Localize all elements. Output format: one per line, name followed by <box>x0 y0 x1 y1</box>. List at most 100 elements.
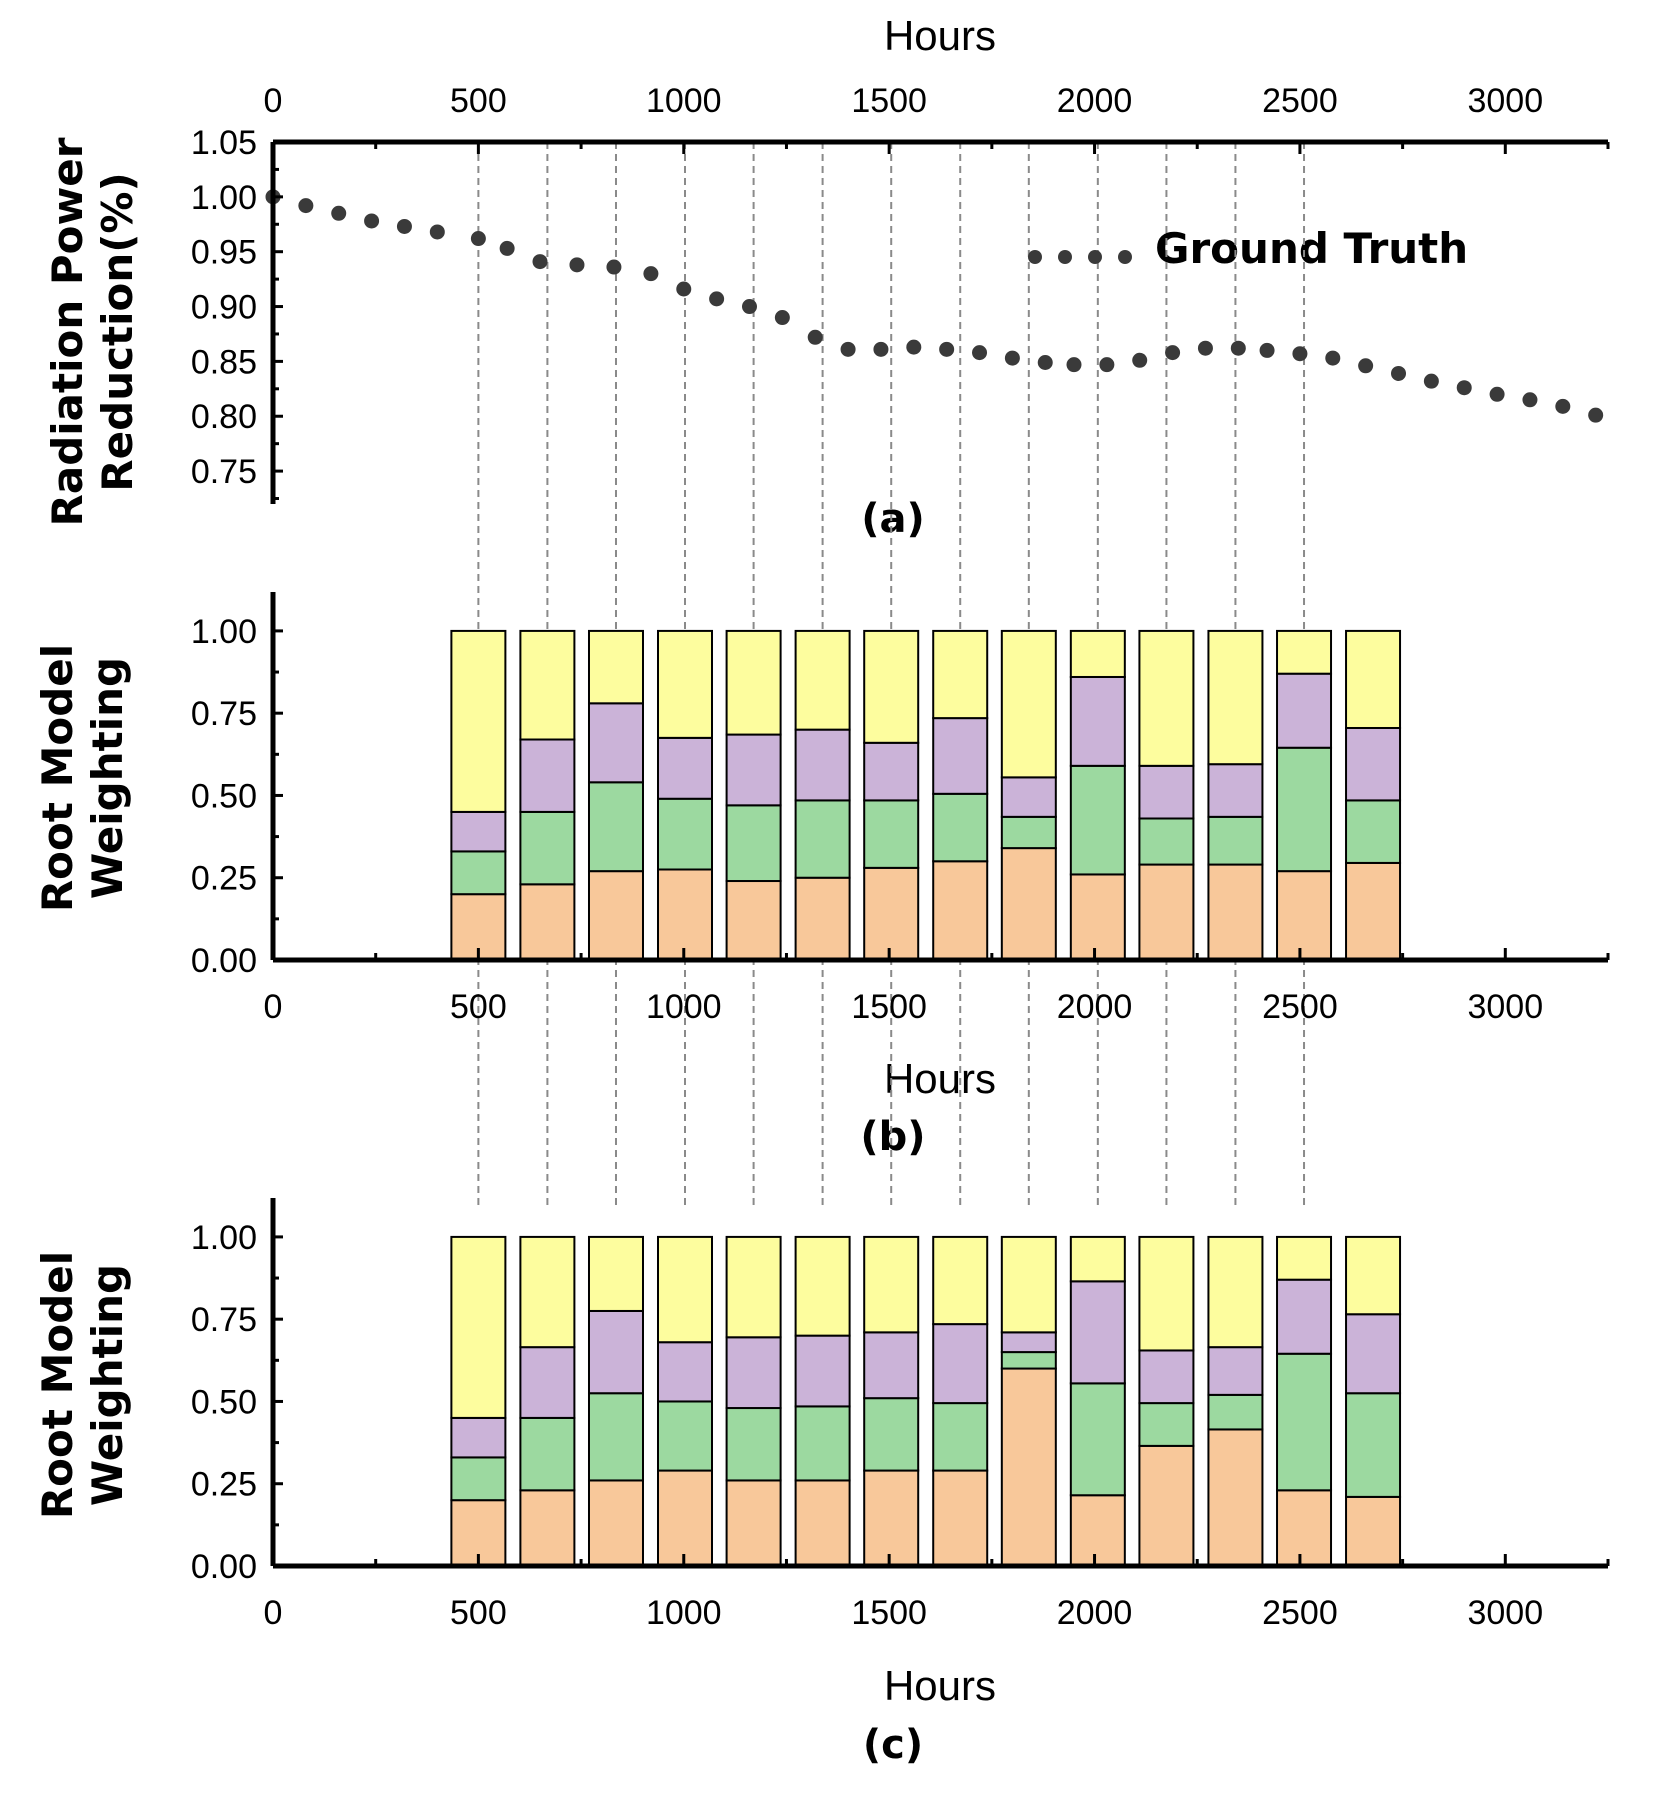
panel-c-bar-segment <box>1207 1428 1264 1567</box>
panel-a-data-point <box>906 339 922 355</box>
panel-b-bar-segment <box>450 850 507 896</box>
panel-c-bar-segment <box>450 1416 507 1459</box>
panel-b-bar-segment <box>450 810 507 853</box>
panel-c-bar-segment <box>794 1235 851 1337</box>
panel-b-bar-segment <box>725 733 782 807</box>
panel-c-bar-segment <box>725 1479 782 1568</box>
panel-b-bar-segment <box>725 880 782 962</box>
panel-b-bar-segment <box>1138 629 1195 767</box>
panel-b-bar-segment <box>794 629 851 731</box>
panel-a-data-point <box>470 231 486 247</box>
panel-b-bar-segment <box>1138 817 1195 866</box>
panel-b-bar-segment <box>519 883 576 961</box>
panel-b-bar-segment <box>932 629 989 720</box>
panel-c-bar-segment <box>863 1235 920 1334</box>
panel-b-bar-segment <box>1276 746 1333 873</box>
legend-marker-ground-truth <box>1028 250 1042 264</box>
panel-b-bar-segment <box>1345 726 1402 802</box>
panel-c-bar-segment <box>932 1402 989 1472</box>
panel-b-y-tick-label: 0.25 <box>191 860 257 898</box>
panel-a-x-tick-label: 3000 <box>1467 82 1543 120</box>
panel-c-bar-segment <box>657 1341 714 1403</box>
panel-b-y-tick-label: 1.00 <box>191 613 257 651</box>
panel-c-bar-segment <box>1000 1367 1057 1567</box>
panel-c-bar-segment <box>519 1489 576 1567</box>
panel-c-x-tick-label: 1500 <box>851 1594 927 1632</box>
panel-b-bar-segment <box>1207 763 1264 818</box>
panel-b-x-tick-label: 3000 <box>1467 988 1543 1026</box>
panel-a-x-tick-label: 2000 <box>1057 82 1133 120</box>
panel-b-bar-segment <box>1207 815 1264 866</box>
panel-b-bar-segment <box>863 799 920 869</box>
panel-b-x-tick-label: 1000 <box>646 988 722 1026</box>
panel-b-bar-segment <box>932 792 989 863</box>
panel-a-data-point <box>1099 357 1115 373</box>
panel-c-y-tick-label: 0.00 <box>191 1548 257 1586</box>
panel-c-bar-segment <box>450 1456 507 1502</box>
panel-b-bar-segment <box>1207 629 1264 766</box>
panel-c-bar-segment <box>657 1469 714 1567</box>
legend-label-ground-truth: Ground Truth <box>1155 224 1468 273</box>
panel-a-data-point <box>429 224 445 240</box>
panel-c-bar-segment <box>863 1331 920 1400</box>
panel-b-bar-segment <box>1276 629 1333 675</box>
panel-c-bar-segment <box>657 1235 714 1344</box>
panel-b-bar-segment <box>1000 815 1057 850</box>
legend-marker-ground-truth <box>1088 250 1102 264</box>
panel-b-bar-segment <box>519 738 576 813</box>
panel-c-bar-segment <box>1276 1235 1333 1281</box>
panel-a-data-point <box>532 254 548 270</box>
panel-b-y-tick-label: 0.75 <box>191 695 257 733</box>
panel-c-bar-segment <box>1345 1235 1402 1316</box>
legend-marker-ground-truth <box>1118 250 1132 264</box>
panel-c-bar-segment <box>725 1407 782 1482</box>
panel-c-bar-segment <box>587 1309 644 1395</box>
panel-c-bar-segment <box>1138 1444 1195 1568</box>
panel-a-y-tick-label: 0.80 <box>191 398 257 436</box>
panel-a-ylabel-line1: Radiation Power <box>43 137 92 526</box>
panel-c-bar-segment <box>1345 1495 1402 1567</box>
panel-b-bar-segment <box>1069 873 1126 961</box>
panel-b-bar-segment <box>657 868 714 961</box>
panel-a-data-point <box>1259 342 1275 358</box>
panel-b-x-tick-label: 1500 <box>851 988 927 1026</box>
panel-c-bar-segment <box>794 1334 851 1408</box>
panel-c-bar-segment <box>1069 1235 1126 1283</box>
panel-c-x-tick-label: 500 <box>450 1594 507 1632</box>
panel-c-bar-segment <box>1138 1235 1195 1352</box>
panel-a-data-point <box>1358 358 1374 374</box>
panel-c-bar-segment <box>794 1479 851 1568</box>
panel-c-bar-segment <box>450 1235 507 1419</box>
panel-c-bar-segment <box>932 1235 989 1326</box>
panel-a-data-point <box>807 329 823 345</box>
panel-b-bar-segment <box>863 866 920 962</box>
panel-a-data-point <box>1037 354 1053 370</box>
panel-c-bar-segment <box>725 1235 782 1339</box>
panel-c-bar-segment <box>1069 1280 1126 1385</box>
panel-c-bar-segment <box>1000 1351 1057 1370</box>
panel-a-data-point <box>1004 350 1020 366</box>
panel-b-label: (b) <box>860 1114 925 1160</box>
panel-b-bar-segment <box>450 629 507 813</box>
panel-b-x-tick-label: 500 <box>450 988 507 1026</box>
panel-b-bar-segment <box>1069 764 1126 876</box>
panel-c-x-tick-label: 2000 <box>1057 1594 1133 1632</box>
panel-b-bar-segment <box>1345 799 1402 864</box>
panel-a-data-point <box>606 259 622 275</box>
panel-b-bar-segment <box>725 804 782 883</box>
panel-b-x-tick-label: 2000 <box>1057 988 1133 1026</box>
panel-b-bar-segment <box>1345 861 1402 961</box>
panel-b-bar-segment <box>657 629 714 739</box>
panel-b-bar-segment <box>657 797 714 871</box>
panel-a-data-point <box>840 341 856 357</box>
panel-c-bar-segment <box>725 1336 782 1410</box>
panel-c-bar-segment <box>932 1469 989 1567</box>
panel-a-x-tick-label: 0 <box>264 82 283 120</box>
panel-c-bar-segment <box>1345 1313 1402 1395</box>
panel-b-bar-segment <box>1345 629 1402 729</box>
panel-b-x-tick-label: 0 <box>264 988 283 1026</box>
panel-c-bar-segment <box>1207 1393 1264 1431</box>
panel-a-data-point <box>1165 345 1181 361</box>
panel-a-data-point <box>298 198 314 214</box>
